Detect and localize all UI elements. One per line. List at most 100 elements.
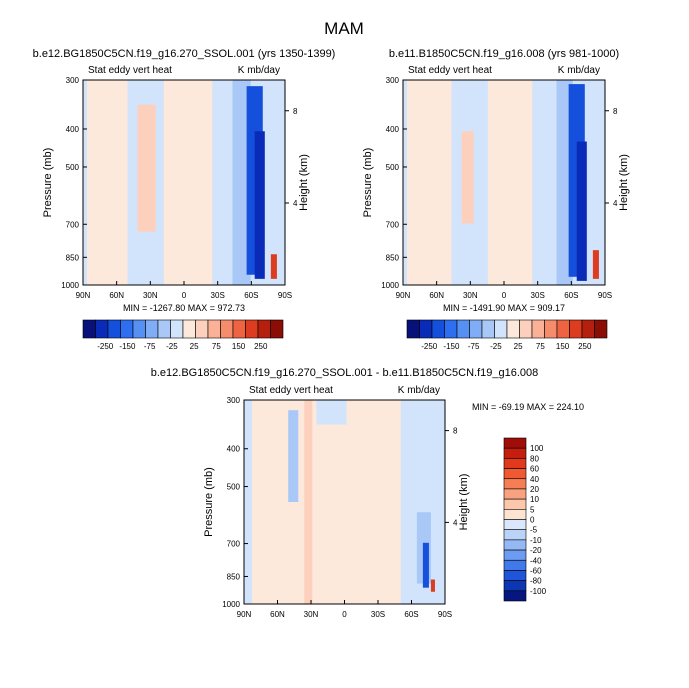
panel-1: b.e12.BG1850C5CN.f19_g16.270_SSOL.001 (y… — [33, 48, 336, 351]
colorbar-swatch — [245, 319, 259, 339]
panel-title: b.e11.B1850C5CN.f19_g16.008 (yrs 981-100… — [389, 48, 619, 60]
colorbar-swatch — [95, 319, 109, 339]
contour-field — [244, 400, 445, 604]
colorbar-swatch — [406, 319, 420, 339]
colorbar-swatch — [594, 319, 608, 339]
x-tick-label: 60N — [109, 291, 124, 300]
colorbar-swatch — [503, 468, 527, 480]
colorbar-swatch — [531, 319, 545, 339]
colorbar-label: -25 — [490, 342, 502, 351]
colorbar-swatch — [444, 319, 458, 339]
colorbar-swatch — [145, 319, 159, 339]
right-axis-label: Height (km) — [618, 154, 630, 211]
y-tick-label: 850 — [66, 253, 80, 262]
colorbar-swatch — [503, 519, 527, 530]
colorbar-swatch — [503, 509, 527, 520]
colorbar-swatch — [456, 319, 470, 339]
colorbar-swatch — [503, 498, 527, 510]
contour-field — [403, 80, 605, 285]
colorbar-swatch — [556, 319, 570, 339]
colorbar-swatch — [469, 319, 483, 339]
colorbar-swatch — [503, 590, 527, 602]
colorbar-swatch — [519, 319, 533, 339]
y-tick-label: 500 — [66, 163, 80, 172]
colorbar-label: 20 — [530, 485, 539, 494]
contour-region — [316, 400, 347, 425]
colorbar-label: 250 — [578, 342, 592, 351]
colorbar-swatch — [503, 549, 527, 561]
colorbar-label: -5 — [530, 526, 538, 535]
colorbar-swatch — [494, 319, 508, 339]
right-tick-label: 8 — [613, 107, 618, 116]
contour-region — [430, 579, 435, 592]
x-tick-label: 30S — [371, 610, 385, 619]
colorbar-label: 75 — [536, 342, 545, 351]
y-tick-label: 850 — [227, 572, 241, 581]
colorbar-swatch — [503, 570, 527, 581]
x-tick-label: 30N — [143, 291, 158, 300]
colorbar-swatch — [503, 539, 527, 551]
contour-region — [576, 141, 587, 281]
colorbar-swatch — [503, 478, 527, 490]
colorbar-swatch — [503, 447, 527, 459]
colorbar-label: 25 — [190, 342, 199, 351]
colorbar-swatch — [503, 529, 527, 541]
field-name-label: Stat eddy vert heat — [408, 65, 492, 76]
y-tick-label: 400 — [227, 445, 241, 454]
y-tick-label: 400 — [66, 125, 80, 134]
x-tick-label: 60N — [429, 291, 444, 300]
colorbar-swatch — [220, 319, 234, 339]
colorbar-label: 80 — [530, 454, 539, 463]
right-axis-label: Height (km) — [458, 474, 470, 531]
colorbar-label: 150 — [556, 342, 570, 351]
right-tick-label: 4 — [293, 199, 298, 208]
contour-region — [232, 80, 251, 285]
y-tick-label: 500 — [227, 483, 241, 492]
contour-region — [422, 542, 429, 588]
colorbar-label: -250 — [421, 342, 438, 351]
colorbar: -250 -150 -75 -25 25 75 150 250 — [82, 319, 284, 351]
min-max-label: MIN = -1267.80 MAX = 972.73 — [123, 303, 245, 313]
colorbar-label: -25 — [166, 342, 178, 351]
colorbar-swatch — [257, 319, 271, 339]
x-tick-label: 30N — [463, 291, 478, 300]
right-tick-label: 8 — [453, 427, 458, 436]
colorbar-label: 25 — [514, 342, 523, 351]
contour-region — [252, 400, 401, 604]
colorbar-swatch — [232, 319, 246, 339]
y-tick-label: 500 — [386, 163, 400, 172]
colorbar-label: 75 — [212, 342, 221, 351]
colorbar-label: -150 — [119, 342, 136, 351]
x-tick-label: 60S — [244, 291, 258, 300]
colorbar-swatch — [506, 319, 520, 339]
contour-region — [304, 400, 313, 604]
colorbar-label: -100 — [530, 587, 547, 596]
x-tick-label: 90N — [237, 610, 252, 619]
contour-region — [163, 80, 213, 285]
panel-3: b.e12.BG1850C5CN.f19_g16.270_SSOL.001 - … — [151, 367, 584, 619]
colorbar-label: -20 — [530, 546, 542, 555]
contour-region — [270, 254, 277, 279]
contour-field — [83, 80, 285, 285]
x-tick-label: 90N — [396, 291, 411, 300]
units-label: K mb/day — [238, 65, 280, 76]
x-tick-label: 0 — [502, 291, 507, 300]
y-tick-label: 1000 — [381, 281, 399, 290]
figure-title: MAM — [324, 19, 364, 38]
panel-title: b.e12.BG1850C5CN.f19_g16.270_SSOL.001 (y… — [33, 48, 336, 60]
panel-2: b.e11.B1850C5CN.f19_g16.008 (yrs 981-100… — [362, 48, 630, 351]
colorbar-swatch — [544, 319, 558, 339]
x-tick-label: 90S — [438, 610, 452, 619]
colorbar-swatch — [503, 559, 527, 571]
x-tick-label: 0 — [182, 291, 187, 300]
colorbar-swatch — [107, 319, 121, 339]
colorbar-swatch — [503, 580, 527, 592]
units-label: K mb/day — [558, 65, 600, 76]
colorbar-label: 5 — [530, 505, 535, 514]
x-tick-label: 0 — [342, 610, 347, 619]
y-tick-label: 700 — [386, 220, 400, 229]
colorbar-swatch — [132, 319, 146, 339]
contour-region — [487, 80, 533, 285]
colorbar-label: -40 — [530, 556, 542, 565]
